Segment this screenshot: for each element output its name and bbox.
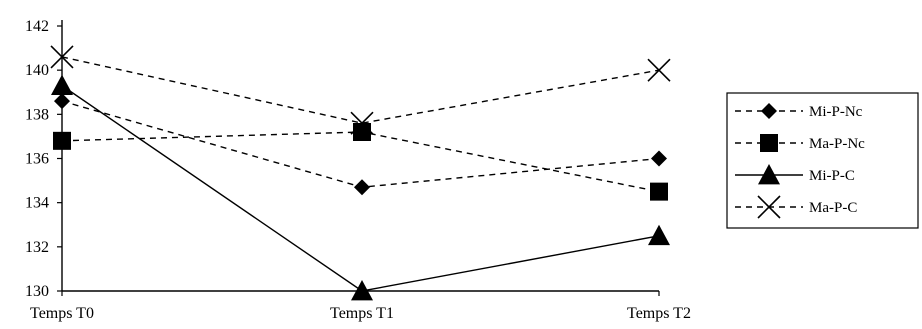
y-tick-label: 138 — [25, 106, 49, 123]
legend-label: Mi-P-Nc — [809, 104, 863, 120]
legend-marker-mi-p-c — [758, 164, 780, 185]
series-layer — [50, 45, 671, 301]
series-mi-p-c — [51, 74, 670, 301]
legend-label: Ma-P-Nc — [809, 136, 865, 152]
data-point-mi-p-c — [351, 280, 373, 301]
y-tick-label: 130 — [25, 283, 49, 300]
x-tick-label: Temps T0 — [30, 305, 94, 322]
data-point-mi-p-nc — [54, 93, 70, 110]
legend-marker-ma-p-nc — [760, 134, 778, 152]
legend-label: Ma-P-C — [809, 200, 857, 216]
series-ma-p-c — [50, 45, 671, 135]
legend: Mi-P-Nc Ma-P-Nc Mi-P-C Ma-P-C — [726, 92, 919, 229]
legend-entry-mi-p-nc: Mi-P-Nc — [735, 103, 863, 120]
data-point-ma-p-c — [350, 111, 374, 135]
y-tick-label: 134 — [25, 195, 49, 212]
legend-marker-mi-p-nc — [761, 103, 777, 119]
y-tick-label: 132 — [25, 239, 49, 256]
x-marker-stroke — [647, 58, 671, 82]
data-point-ma-p-nc — [53, 131, 71, 150]
data-point-ma-p-nc — [353, 123, 371, 141]
series-line-ma-p-c — [61, 56, 660, 124]
x-marker-stroke — [757, 195, 781, 219]
x-marker-stroke — [50, 45, 74, 69]
series-mi-p-nc — [54, 93, 667, 196]
x-tick-label: Temps T2 — [627, 305, 691, 322]
axes: 130 132 134 136 138 140 142 Temps T0 Temps T1 Tem… — [25, 18, 691, 322]
legend-marker-ma-p-c — [757, 195, 781, 219]
legend-entry-mi-p-c: Mi-P-C — [735, 164, 855, 185]
y-tick-label: 136 — [25, 151, 49, 168]
data-point-ma-p-nc — [650, 182, 668, 201]
data-point-mi-p-c — [648, 224, 670, 246]
y-tick-label: 140 — [25, 62, 49, 79]
data-point-ma-p-c — [50, 45, 74, 69]
data-point-ma-p-c — [647, 58, 671, 82]
legend-entry-ma-p-nc: Ma-P-Nc — [735, 134, 865, 152]
legend-label: Mi-P-C — [809, 168, 855, 184]
legend-box — [726, 92, 919, 229]
data-point-mi-p-nc — [354, 179, 370, 196]
x-tick-label: Temps T1 — [330, 305, 394, 322]
data-point-mi-p-nc — [651, 150, 667, 167]
data-point-mi-p-c — [51, 74, 73, 95]
legend-entry-ma-p-c: Ma-P-C — [735, 195, 857, 219]
y-tick-label: 142 — [25, 18, 49, 35]
x-marker-stroke — [350, 111, 374, 135]
